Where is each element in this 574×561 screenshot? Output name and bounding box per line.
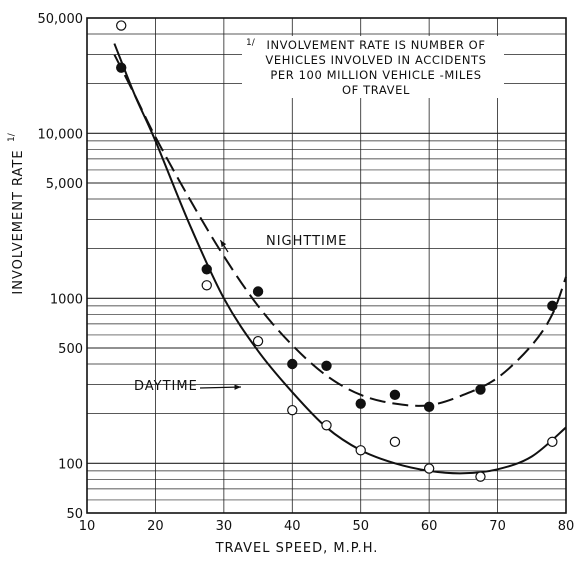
daytime-series-label: DAYTIME bbox=[134, 379, 198, 394]
x-tick-label: 70 bbox=[489, 519, 506, 534]
nighttime-data-point bbox=[253, 287, 262, 296]
note-line: OF TRAVEL bbox=[342, 83, 410, 97]
daytime-data-point bbox=[253, 337, 262, 346]
nighttime-data-point bbox=[548, 301, 557, 310]
y-tick-label: 100 bbox=[58, 457, 83, 472]
nighttime-data-point bbox=[425, 402, 434, 411]
y-tick-label: 1000 bbox=[50, 292, 83, 307]
y-tick-label: 50,000 bbox=[38, 12, 84, 27]
daytime-data-point bbox=[202, 281, 211, 290]
nighttime-data-point bbox=[117, 63, 126, 72]
daytime-data-point bbox=[476, 472, 485, 481]
daytime-data-point bbox=[117, 21, 126, 30]
nighttime-data-point bbox=[202, 265, 211, 274]
nighttime-curve bbox=[114, 55, 566, 406]
nighttime-data-point bbox=[288, 359, 297, 368]
x-axis-title: TRAVEL SPEED, M.P.H. bbox=[215, 541, 379, 556]
x-tick-label: 80 bbox=[558, 519, 574, 534]
daytime-data-point bbox=[390, 437, 399, 446]
nighttime-data-point bbox=[476, 385, 485, 394]
x-tick-label: 50 bbox=[352, 519, 369, 534]
daytime-data-point bbox=[548, 437, 557, 446]
x-tick-label: 60 bbox=[421, 519, 438, 534]
nighttime-data-point bbox=[356, 399, 365, 408]
nighttime-label-arrowhead bbox=[220, 240, 226, 247]
y-tick-label: 5,000 bbox=[46, 177, 83, 192]
daytime-label-arrowhead bbox=[234, 384, 241, 389]
note-marker: 1/ bbox=[246, 38, 256, 48]
daytime-data-point bbox=[322, 421, 331, 430]
nighttime-series-label: NIGHTTIME bbox=[266, 234, 347, 249]
note-line: INVOLVEMENT RATE IS NUMBER OF bbox=[266, 38, 485, 52]
curves-layer bbox=[114, 44, 566, 474]
y-tick-label: 10,000 bbox=[38, 127, 84, 142]
x-tick-label: 20 bbox=[147, 519, 164, 534]
note-line: VEHICLES INVOLVED IN ACCIDENTS bbox=[265, 53, 486, 67]
nighttime-data-point bbox=[322, 361, 331, 370]
y-tick-label: 500 bbox=[58, 342, 83, 357]
x-tick-label: 40 bbox=[284, 519, 301, 534]
daytime-data-point bbox=[356, 446, 365, 455]
y-axis-title: INVOLVEMENT RATE bbox=[11, 149, 26, 294]
daytime-data-point bbox=[288, 406, 297, 415]
nighttime-data-point bbox=[390, 390, 399, 399]
y-axis-title-marker: 1/ bbox=[7, 132, 17, 142]
daytime-curve bbox=[114, 44, 566, 474]
daytime-data-point bbox=[425, 464, 434, 473]
x-tick-label: 30 bbox=[216, 519, 233, 534]
note-line: PER 100 MILLION VEHICLE -MILES bbox=[270, 68, 481, 82]
x-tick-label: 10 bbox=[79, 519, 96, 534]
